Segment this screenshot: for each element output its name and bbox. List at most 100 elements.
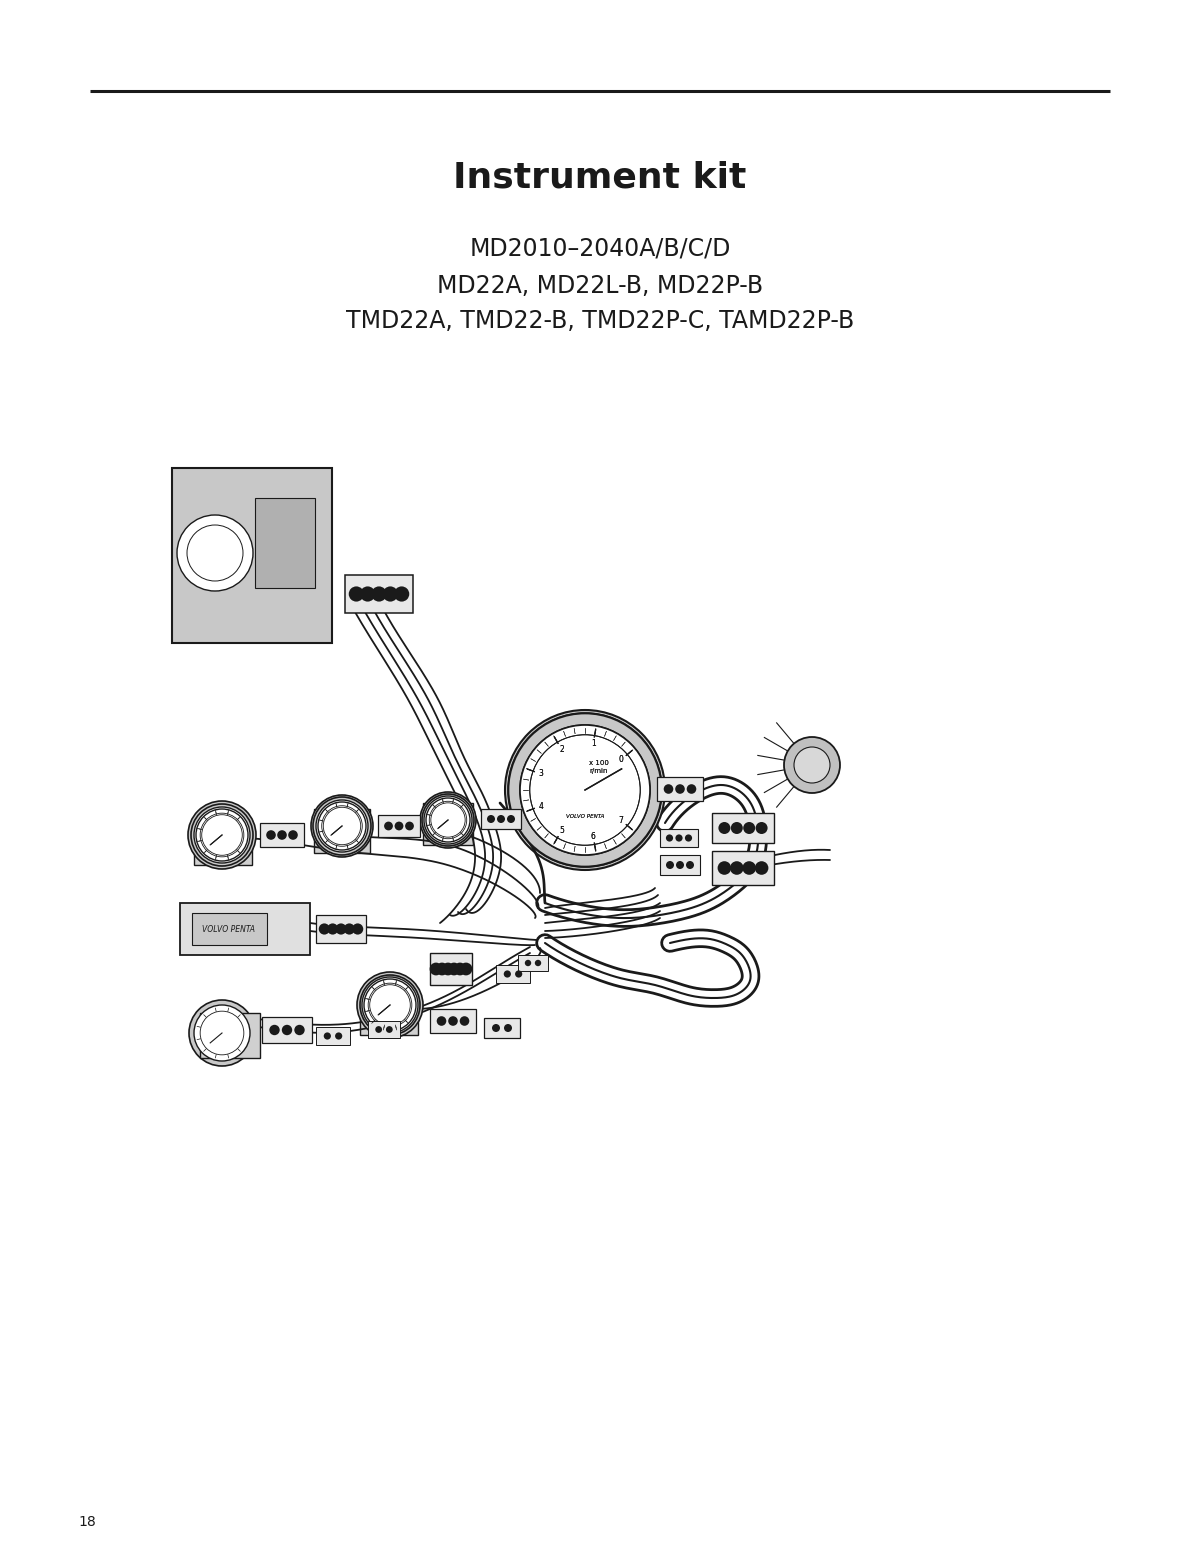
Circle shape — [324, 1033, 331, 1039]
Bar — [430, 1009, 476, 1033]
Circle shape — [288, 831, 298, 840]
Circle shape — [719, 822, 731, 834]
Circle shape — [311, 795, 373, 857]
Circle shape — [266, 831, 276, 840]
Circle shape — [190, 1000, 256, 1065]
Text: 2: 2 — [559, 745, 564, 753]
Text: r/min: r/min — [589, 767, 608, 773]
Circle shape — [686, 784, 696, 794]
Circle shape — [336, 924, 347, 935]
Circle shape — [504, 971, 511, 977]
Circle shape — [794, 747, 830, 783]
Text: 4: 4 — [539, 801, 544, 811]
Circle shape — [422, 794, 474, 846]
Text: 7: 7 — [618, 815, 623, 825]
Circle shape — [194, 808, 250, 863]
Circle shape — [442, 963, 455, 975]
Bar — [314, 809, 370, 853]
Text: MD22A, MD22L-B, MD22P-B: MD22A, MD22L-B, MD22P-B — [437, 273, 763, 298]
Circle shape — [520, 725, 650, 856]
Circle shape — [437, 1016, 446, 1027]
Text: Instrument kit: Instrument kit — [454, 160, 746, 194]
Bar — [360, 991, 418, 1034]
Circle shape — [731, 822, 743, 834]
Circle shape — [191, 804, 253, 867]
Circle shape — [508, 815, 515, 823]
Text: 1: 1 — [590, 739, 595, 749]
Circle shape — [487, 815, 496, 823]
Bar — [192, 913, 266, 944]
Circle shape — [666, 860, 674, 870]
Circle shape — [188, 801, 256, 870]
Text: VOLVO PENTA: VOLVO PENTA — [566, 814, 604, 818]
Circle shape — [360, 587, 376, 601]
Bar — [180, 902, 310, 955]
Text: x 100: x 100 — [589, 759, 608, 766]
Text: 0: 0 — [618, 755, 623, 764]
Circle shape — [328, 924, 338, 935]
Circle shape — [424, 797, 472, 843]
Circle shape — [364, 978, 416, 1031]
Text: x 100: x 100 — [589, 759, 608, 766]
Circle shape — [436, 963, 449, 975]
Circle shape — [313, 797, 371, 856]
Bar — [316, 915, 366, 943]
Circle shape — [178, 516, 253, 592]
Circle shape — [784, 738, 840, 794]
Circle shape — [685, 834, 692, 842]
Circle shape — [360, 975, 420, 1034]
Circle shape — [319, 924, 330, 935]
Circle shape — [497, 815, 505, 823]
Bar — [256, 499, 314, 589]
Bar — [484, 1019, 520, 1037]
Bar — [481, 809, 521, 829]
Circle shape — [394, 587, 409, 601]
Circle shape — [426, 798, 470, 842]
Circle shape — [509, 713, 661, 867]
Circle shape — [430, 963, 443, 975]
Text: VOLVO PENTA: VOLVO PENTA — [203, 924, 256, 933]
Circle shape — [352, 924, 364, 935]
Bar — [262, 1017, 312, 1044]
Circle shape — [730, 862, 744, 874]
Bar — [346, 575, 413, 613]
Circle shape — [282, 1025, 293, 1036]
Circle shape — [372, 587, 386, 601]
Bar — [378, 815, 420, 837]
Text: 4: 4 — [539, 801, 544, 811]
Circle shape — [520, 725, 650, 856]
Circle shape — [515, 971, 522, 977]
Circle shape — [676, 784, 685, 794]
Text: 5: 5 — [559, 826, 564, 836]
Circle shape — [505, 710, 665, 870]
Text: 3: 3 — [539, 769, 544, 778]
Circle shape — [386, 1027, 392, 1033]
Circle shape — [349, 587, 364, 601]
Circle shape — [395, 822, 403, 831]
Bar — [660, 829, 698, 846]
Circle shape — [316, 800, 368, 853]
Circle shape — [666, 834, 673, 842]
Text: 3: 3 — [539, 769, 544, 778]
Circle shape — [269, 1025, 280, 1036]
Text: 0: 0 — [618, 755, 623, 764]
Circle shape — [492, 1023, 500, 1033]
Bar — [200, 1013, 260, 1058]
Circle shape — [196, 809, 248, 860]
Text: 2: 2 — [559, 745, 564, 753]
Circle shape — [194, 1005, 250, 1061]
Bar — [424, 803, 473, 845]
Circle shape — [524, 960, 532, 966]
Circle shape — [676, 860, 684, 870]
Circle shape — [460, 1016, 469, 1027]
Circle shape — [676, 834, 683, 842]
Circle shape — [509, 713, 661, 867]
Circle shape — [686, 860, 694, 870]
Text: TMD22A, TMD22-B, TMD22P-C, TAMD22P-B: TMD22A, TMD22-B, TMD22P-C, TAMD22P-B — [346, 309, 854, 334]
Text: VOLVO PENTA: VOLVO PENTA — [566, 814, 604, 818]
Circle shape — [504, 1023, 512, 1033]
Circle shape — [756, 822, 768, 834]
Text: 18: 18 — [78, 1514, 96, 1530]
Circle shape — [448, 963, 461, 975]
Bar — [430, 954, 472, 985]
